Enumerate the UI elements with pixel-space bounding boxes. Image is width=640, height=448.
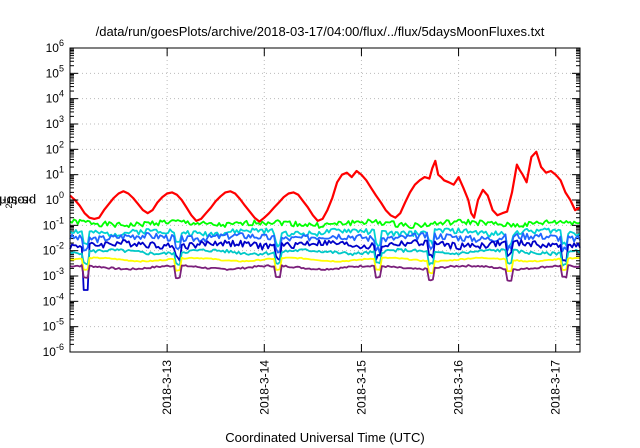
y-tick-label: 10-5 <box>43 317 64 334</box>
series-line-2 <box>69 227 581 249</box>
y-tick-label: 10-1 <box>43 215 64 232</box>
x-tick-label: 2018-3-15 <box>354 360 368 415</box>
series-line-7 <box>69 264 581 282</box>
x-tick-label: 2018-3-14 <box>257 360 271 415</box>
y-tick-label: 10-4 <box>43 291 64 308</box>
y-axis-label-suffix: -s-sr-MeV <box>0 193 33 209</box>
series-line-0 <box>69 150 581 223</box>
y-tick-label: 105 <box>46 63 64 80</box>
y-tick-label: 104 <box>46 89 64 106</box>
y-tick-label: 106 <box>46 38 64 55</box>
y-tick-label: 100 <box>46 190 64 207</box>
x-tick-label: 2018-3-16 <box>452 360 466 415</box>
y-tick-label: 10-6 <box>43 342 64 359</box>
series-line-1 <box>69 218 581 230</box>
x-axis-label: Coordinated Universal Time (UTC) <box>225 430 425 445</box>
series-line-3 <box>69 231 581 255</box>
x-tick-label: 2018-3-13 <box>160 360 174 415</box>
y-tick-label: 10-2 <box>43 241 64 258</box>
x-tick-label: 2018-3-17 <box>549 360 563 415</box>
y-tick-label: 10-3 <box>43 266 64 283</box>
chart-title: /data/run/goesPlots/archive/2018-03-17/0… <box>95 24 545 39</box>
y-tick-label: 102 <box>46 139 64 156</box>
series-line-5 <box>69 247 581 267</box>
series-line-4 <box>69 239 581 291</box>
series-line-6 <box>69 256 581 275</box>
y-tick-label: 101 <box>46 165 64 182</box>
y-axis-label: protons/cm2-s-sr-MeV <box>0 194 36 226</box>
y-tick-label: 103 <box>46 114 64 131</box>
